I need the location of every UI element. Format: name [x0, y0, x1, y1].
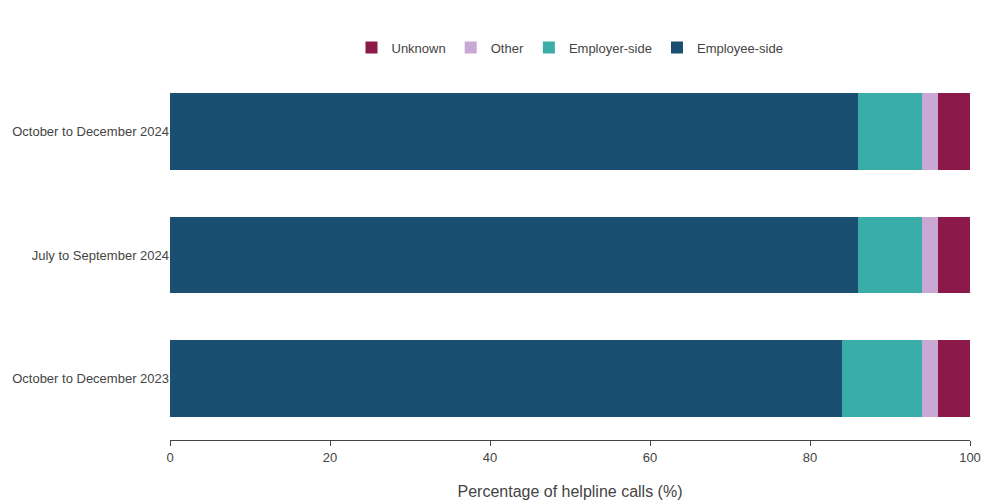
svg-text:40: 40 [483, 450, 497, 465]
svg-text:60: 60 [643, 450, 657, 465]
svg-text:Employee-side: Employee-side [697, 41, 783, 56]
svg-text:Unknown: Unknown [392, 41, 446, 56]
svg-text:October to December 2024: October to December 2024 [12, 124, 169, 139]
svg-text:July to September 2024: July to September 2024 [32, 248, 169, 263]
svg-text:100: 100 [959, 450, 981, 465]
svg-text:October to December 2023: October to December 2023 [12, 371, 169, 386]
svg-text:0: 0 [166, 450, 173, 465]
svg-text:20: 20 [323, 450, 337, 465]
svg-text:Percentage of helpline calls (: Percentage of helpline calls (%) [457, 483, 682, 500]
svg-text:Employer-side: Employer-side [569, 41, 652, 56]
svg-text:80: 80 [803, 450, 817, 465]
svg-text:Other: Other [491, 41, 524, 56]
